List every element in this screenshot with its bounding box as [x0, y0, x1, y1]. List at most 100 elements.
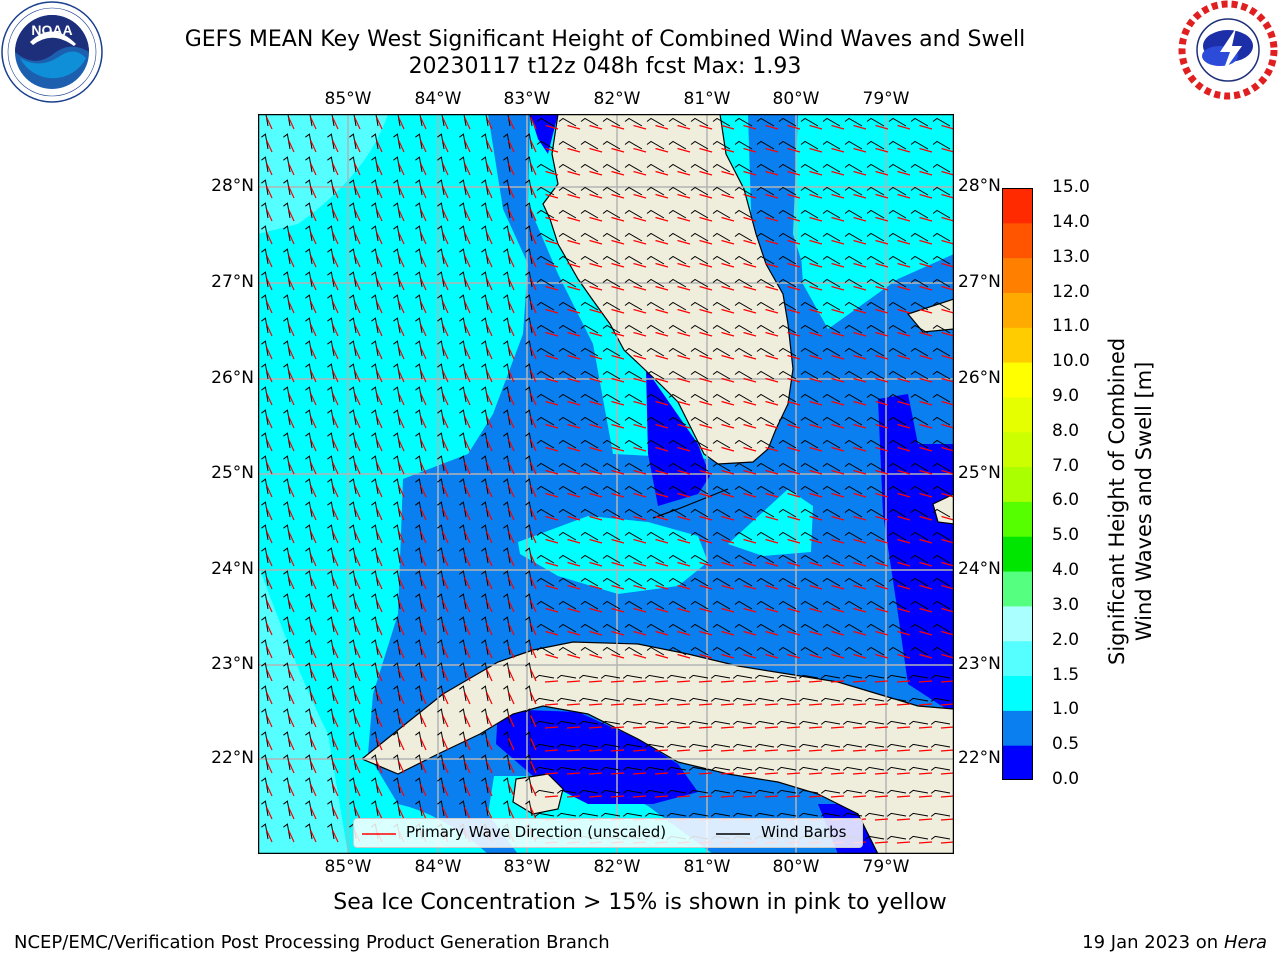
wave-direction-arrow — [486, 484, 493, 498]
wave-direction-arrow — [376, 231, 383, 245]
wind-barb — [666, 697, 687, 702]
wind-barb — [712, 301, 731, 311]
wind-barb — [734, 140, 753, 150]
wave-direction-arrow — [545, 607, 559, 613]
wind-barb — [646, 393, 665, 403]
wind-barb — [580, 278, 599, 288]
wave-direction-arrow — [655, 492, 669, 498]
wind-barb — [688, 743, 709, 748]
wave-direction-arrow — [611, 285, 625, 291]
wave-direction-arrow — [699, 630, 713, 636]
wind-barb — [666, 720, 687, 725]
wave-direction-arrow — [508, 139, 515, 153]
wind-barb — [910, 140, 929, 150]
wave-direction-arrow — [530, 162, 537, 176]
wind-barb — [602, 255, 621, 265]
wave-direction-arrow — [764, 726, 779, 729]
wave-direction-arrow — [654, 795, 669, 798]
wind-barb — [371, 547, 379, 564]
wave-direction-arrow — [464, 438, 471, 452]
colorbar-tick-label: 15.0 — [1052, 177, 1090, 197]
wind-barb — [503, 777, 511, 794]
wave-direction-arrow — [354, 668, 361, 682]
wind-barb — [371, 225, 379, 242]
wind-barb — [503, 754, 511, 771]
footer-right: 19 Jan 2023 on Hera — [1082, 932, 1267, 953]
wind-barb — [646, 600, 665, 610]
wind-barb — [886, 789, 907, 794]
wind-barb — [888, 163, 907, 173]
wave-direction-arrow — [897, 354, 911, 360]
wave-direction-arrow — [787, 607, 801, 613]
wave-direction-arrow — [589, 515, 603, 521]
wind-barb — [624, 278, 643, 288]
wave-direction-arrow — [941, 400, 954, 406]
wave-direction-arrow — [919, 607, 933, 613]
wave-direction-arrow — [853, 469, 867, 475]
wave-direction-arrow — [442, 369, 449, 383]
lat-tick-right: 22°N — [958, 748, 1001, 768]
wave-direction-arrow — [376, 691, 383, 705]
wave-direction-arrow — [918, 703, 933, 706]
wave-direction-arrow — [464, 346, 471, 360]
wind-barb — [393, 225, 401, 242]
wave-direction-arrow — [721, 515, 735, 521]
wind-barb — [622, 789, 643, 794]
wind-barb — [283, 501, 291, 518]
wave-direction-arrow — [720, 703, 735, 706]
wave-direction-arrow — [332, 162, 339, 176]
wind-barb — [712, 623, 731, 633]
wind-barb — [525, 501, 533, 518]
wave-direction-arrow — [743, 331, 757, 337]
wind-barb — [261, 317, 269, 334]
wave-direction-arrow — [398, 277, 405, 291]
wave-direction-arrow — [354, 599, 361, 613]
wave-direction-arrow — [530, 622, 537, 636]
wind-barb — [932, 301, 951, 311]
wind-barb — [756, 416, 775, 426]
wind-barb — [600, 674, 621, 679]
wind-barb — [932, 485, 951, 495]
wind-barb — [327, 409, 335, 426]
wind-barb — [349, 363, 357, 380]
wave-direction-arrow — [897, 515, 911, 521]
wave-direction-arrow — [486, 760, 493, 774]
wind-barb — [305, 478, 313, 495]
wave-direction-arrow — [332, 208, 339, 222]
wave-direction-arrow — [566, 680, 581, 683]
wind-barb — [888, 255, 907, 265]
wind-barb — [866, 485, 885, 495]
wind-barb — [327, 340, 335, 357]
wind-barb — [932, 370, 951, 380]
wave-direction-arrow — [288, 806, 295, 820]
wave-direction-arrow — [567, 515, 581, 521]
wave-direction-arrow — [896, 680, 911, 683]
wind-barb — [580, 554, 599, 564]
wind-barb — [283, 754, 291, 771]
wind-barb — [525, 639, 533, 656]
wind-barb — [864, 835, 885, 840]
wave-direction-arrow — [699, 607, 713, 613]
wave-direction-arrow — [720, 749, 735, 752]
wind-barb — [305, 432, 313, 449]
footer-date: 19 Jan 2023 on — [1082, 932, 1224, 953]
wave-direction-arrow — [332, 599, 339, 613]
wave-direction-arrow — [809, 147, 823, 153]
wind-barb — [842, 743, 863, 748]
wave-band-1-0-1-5 — [798, 114, 954, 329]
wind-barb — [646, 255, 665, 265]
wind-barb — [822, 347, 841, 357]
wave-direction-arrow — [721, 331, 735, 337]
nws-logo — [1178, 0, 1278, 100]
wind-barb — [371, 271, 379, 288]
wind-barb — [800, 439, 819, 449]
wave-direction-arrow — [742, 703, 757, 706]
wind-barb — [710, 674, 731, 679]
wind-barb — [261, 823, 269, 840]
wave-direction-arrow — [420, 668, 427, 682]
wave-direction-arrow — [464, 668, 471, 682]
wind-barb — [866, 117, 885, 127]
wave-direction-arrow — [567, 607, 581, 613]
wind-barb — [888, 301, 907, 311]
wave-direction-arrow — [940, 841, 954, 844]
